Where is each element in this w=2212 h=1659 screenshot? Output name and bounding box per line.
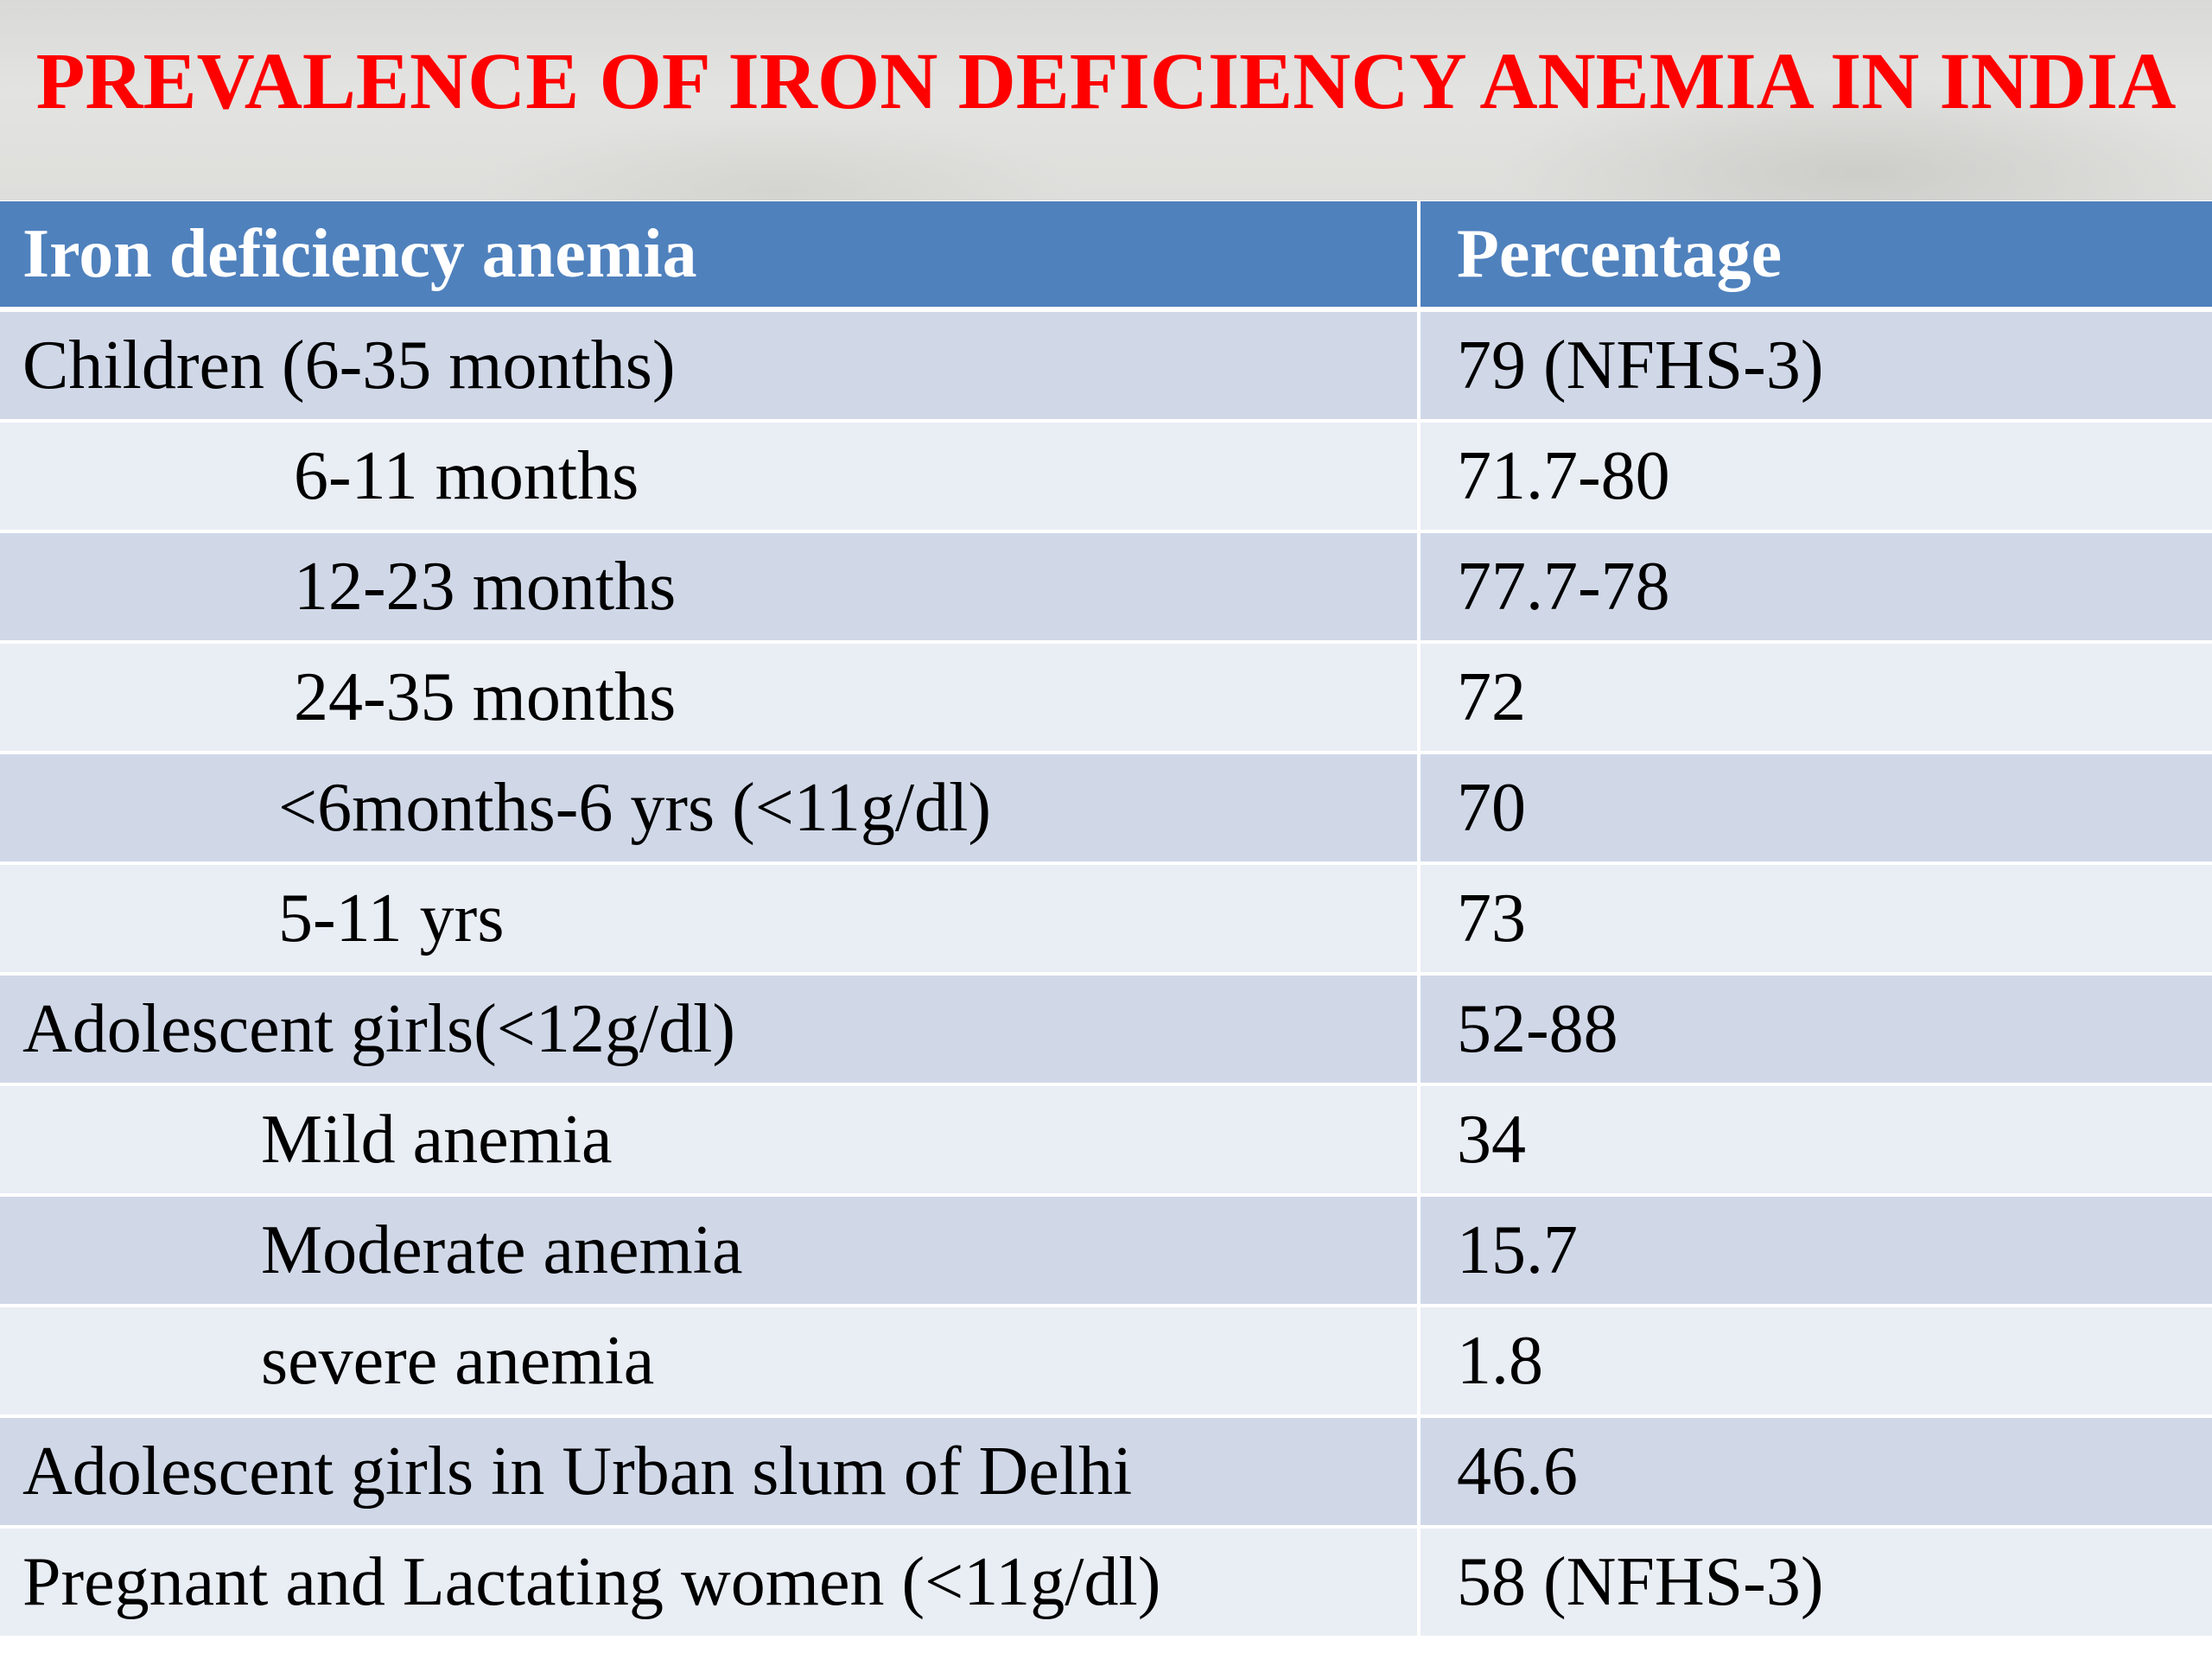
header-condition: Iron deficiency anemia — [0, 201, 1417, 312]
row-value: 1.8 — [1417, 1307, 2212, 1418]
row-label: 6-11 months — [0, 423, 1417, 533]
row-value: 58 (NFHS-3) — [1417, 1529, 2212, 1639]
row-value: 79 (NFHS-3) — [1417, 312, 2212, 423]
row-label: <6months-6 yrs (<11g/dl) — [0, 754, 1417, 865]
table-row: Children (6-35 months) 79 (NFHS-3) — [0, 312, 2212, 423]
table-row: 6-11 months 71.7-80 — [0, 423, 2212, 533]
row-label: severe anemia — [0, 1307, 1417, 1418]
table-row: 5-11 yrs 73 — [0, 865, 2212, 976]
row-label: 12-23 months — [0, 533, 1417, 644]
table-row: <6months-6 yrs (<11g/dl) 70 — [0, 754, 2212, 865]
row-value: 15.7 — [1417, 1197, 2212, 1307]
title-band: PREVALENCE OF IRON DEFICIENCY ANEMIA IN … — [0, 0, 2212, 200]
row-label: Moderate anemia — [0, 1197, 1417, 1307]
row-label: 5-11 yrs — [0, 865, 1417, 976]
row-value: 73 — [1417, 865, 2212, 976]
table-row: Pregnant and Lactating women (<11g/dl) 5… — [0, 1529, 2212, 1639]
row-value: 70 — [1417, 754, 2212, 865]
row-label: Mild anemia — [0, 1086, 1417, 1197]
table-row: 24-35 months 72 — [0, 644, 2212, 754]
row-value: 46.6 — [1417, 1418, 2212, 1529]
row-label: Pregnant and Lactating women (<11g/dl) — [0, 1529, 1417, 1639]
row-label: Children (6-35 months) — [0, 312, 1417, 423]
row-label: Adolescent girls(<12g/dl) — [0, 976, 1417, 1086]
row-value: 34 — [1417, 1086, 2212, 1197]
row-value: 77.7-78 — [1417, 533, 2212, 644]
table-row: severe anemia 1.8 — [0, 1307, 2212, 1418]
row-label: Adolescent girls in Urban slum of Delhi — [0, 1418, 1417, 1529]
table-header-row: Iron deficiency anemia Percentage — [0, 201, 2212, 312]
table-row: Mild anemia 34 — [0, 1086, 2212, 1197]
table-row: Adolescent girls in Urban slum of Delhi … — [0, 1418, 2212, 1529]
row-value: 72 — [1417, 644, 2212, 754]
slide-title: PREVALENCE OF IRON DEFICIENCY ANEMIA IN … — [35, 37, 2177, 126]
row-value: 52-88 — [1417, 976, 2212, 1086]
header-percentage: Percentage — [1417, 201, 2212, 312]
row-label: 24-35 months — [0, 644, 1417, 754]
row-value: 71.7-80 — [1417, 423, 2212, 533]
table-row: 12-23 months 77.7-78 — [0, 533, 2212, 644]
table-row: Adolescent girls(<12g/dl) 52-88 — [0, 976, 2212, 1086]
prevalence-table: Iron deficiency anemia Percentage Childr… — [0, 201, 2212, 1639]
table-row: Moderate anemia 15.7 — [0, 1197, 2212, 1307]
